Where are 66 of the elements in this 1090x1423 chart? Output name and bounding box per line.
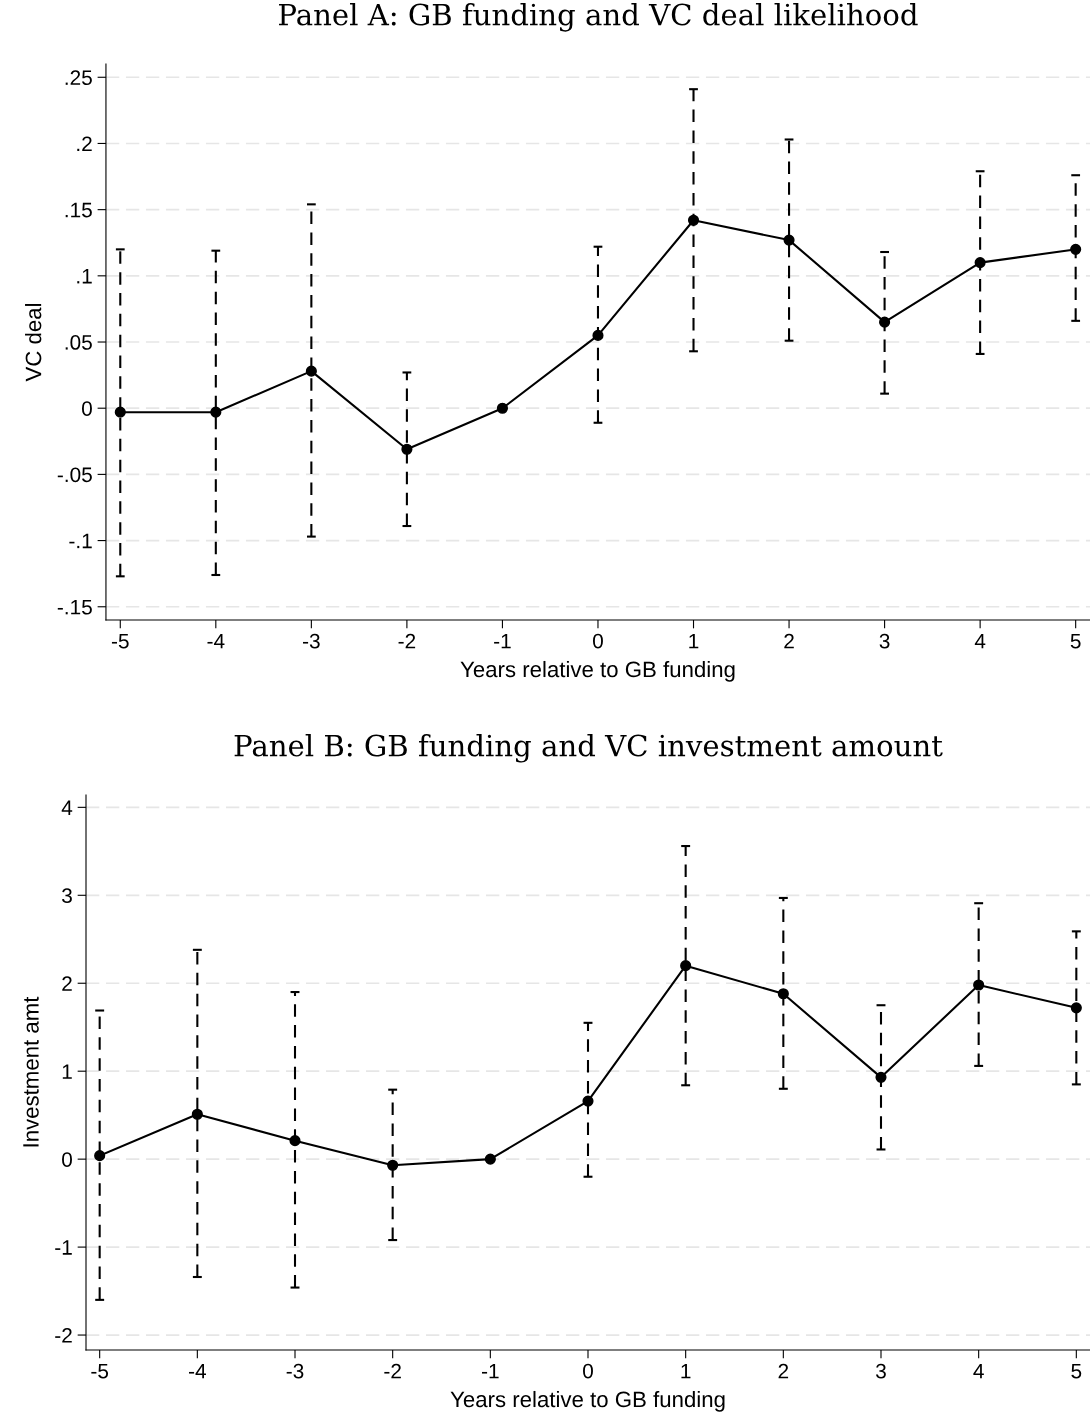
y-tick-label: -2	[55, 1328, 72, 1343]
y-tick-label: -.15	[57, 599, 92, 615]
x-tick-label: -1	[494, 633, 511, 649]
point	[777, 988, 789, 1000]
x-tick-label: -5	[111, 633, 129, 649]
x-axis-title: Years relative to GB funding	[450, 1390, 725, 1412]
point	[1070, 1002, 1082, 1014]
x-tick-label: 3	[876, 1363, 886, 1379]
y-tick-label: .05	[65, 335, 92, 350]
y-tick-label: 0	[62, 1152, 72, 1167]
point	[687, 214, 700, 226]
point	[484, 1153, 496, 1165]
chart-title: Panel A: GB funding and VC deal likelihood	[279, 2, 918, 32]
y-tick-label: .25	[65, 70, 92, 86]
chart-title: Panel B: GB funding and VC investment amount	[234, 733, 943, 763]
y-tick-label: 4	[61, 800, 73, 815]
x-tick-label: 0	[593, 633, 603, 649]
x-tick-label: -4	[189, 1363, 206, 1379]
y-axis-title: VC deal	[25, 303, 42, 382]
point	[974, 257, 986, 269]
x-tick-label: 1	[689, 633, 699, 649]
y-axis-title: Investment amt	[23, 996, 39, 1147]
y-tick-label: 3	[62, 888, 72, 904]
point	[1070, 243, 1082, 255]
x-tick-label: 3	[879, 633, 890, 649]
point	[783, 234, 795, 246]
point	[94, 1150, 106, 1162]
x-tick-label: 5	[1070, 633, 1081, 649]
x-axis-title: Years relative to GB funding	[460, 660, 735, 682]
point	[401, 443, 413, 455]
y-tick-label: -.05	[57, 467, 92, 483]
x-tick-label: 2	[778, 1363, 789, 1379]
point	[496, 402, 508, 414]
point	[582, 1095, 594, 1107]
x-tick-label: -2	[384, 1363, 401, 1379]
x-tick-label: 2	[784, 633, 794, 649]
point	[305, 365, 317, 377]
point	[210, 406, 222, 418]
x-tick-label: 4	[974, 633, 986, 649]
x-tick-label: 5	[1071, 1363, 1082, 1379]
x-tick-label: -2	[398, 633, 416, 649]
point	[191, 1108, 203, 1120]
x-tick-label: 0	[583, 1363, 593, 1379]
x-tick-label: -5	[91, 1363, 109, 1379]
x-tick-label: -3	[303, 633, 320, 649]
x-tick-label: -4	[207, 633, 225, 649]
x-tick-label: -1	[482, 1363, 499, 1379]
y-tick-label: -.1	[69, 533, 92, 549]
point	[114, 406, 126, 418]
point	[387, 1159, 399, 1171]
y-tick-label: -1	[55, 1240, 72, 1255]
point	[592, 329, 604, 341]
y-tick-label: .2	[77, 136, 92, 152]
x-tick-label: 1	[681, 1363, 691, 1379]
y-tick-label: 2	[62, 976, 72, 991]
x-tick-label: -3	[286, 1363, 304, 1379]
point	[973, 979, 985, 991]
y-tick-label: .15	[65, 202, 92, 218]
point	[289, 1135, 301, 1147]
y-tick-label: 0	[81, 401, 92, 416]
point	[680, 960, 692, 972]
point	[879, 316, 891, 328]
y-tick-label: .1	[77, 269, 92, 284]
y-tick-label: 1	[62, 1064, 72, 1079]
x-tick-label: 4	[973, 1363, 984, 1379]
point	[875, 1071, 887, 1083]
